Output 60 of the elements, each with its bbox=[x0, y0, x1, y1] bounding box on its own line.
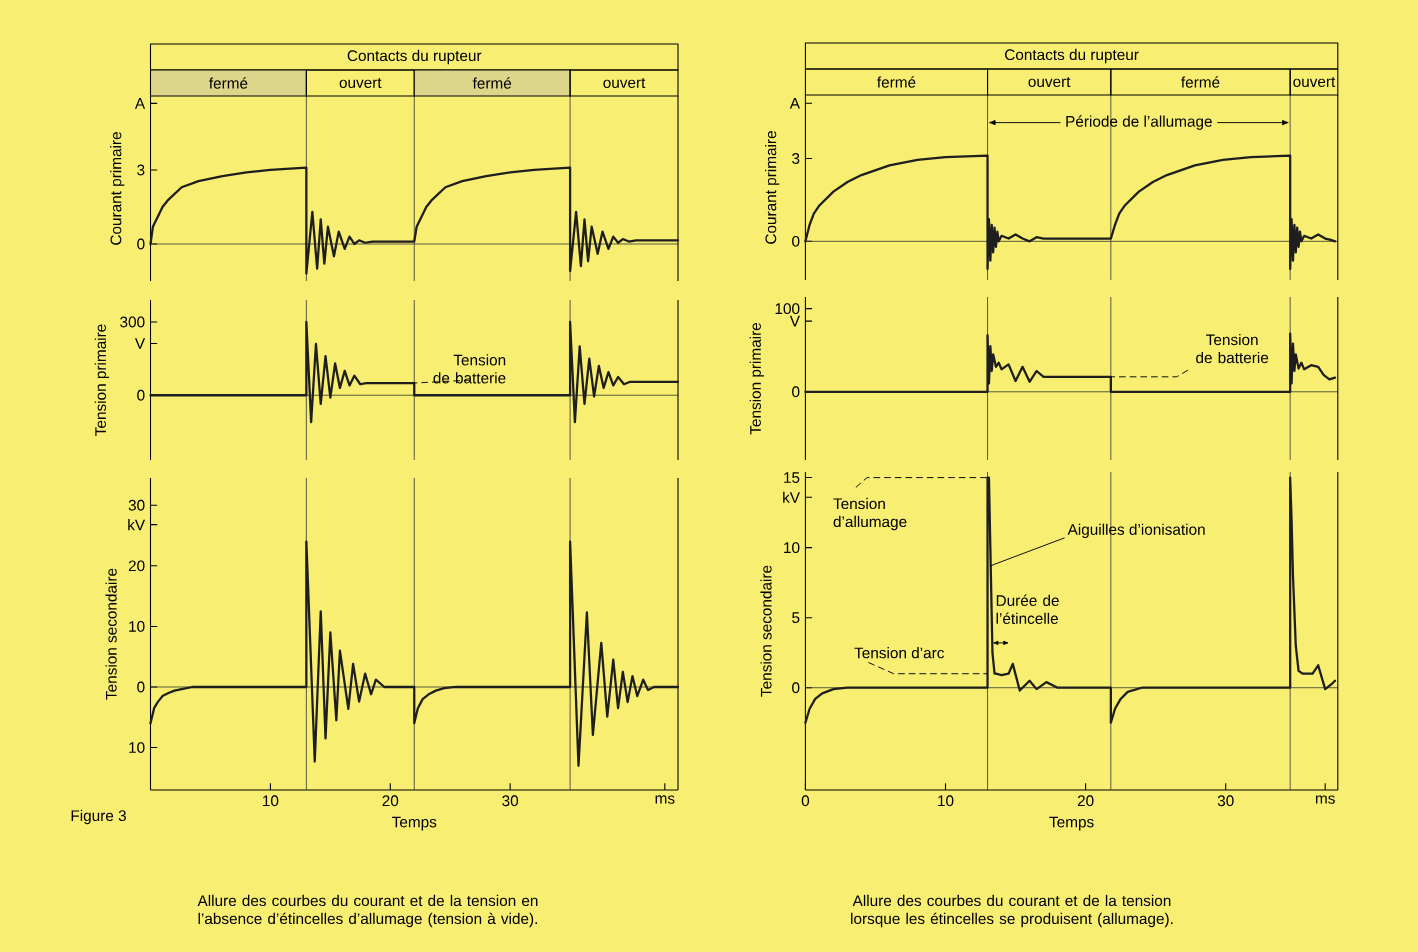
y-tick-label: 10 bbox=[784, 542, 800, 554]
annotation: Tension d’allumage bbox=[833, 497, 907, 531]
text: Allure des courbes du courant et de la tension lorsque les étincelles se produisent (allumage). bbox=[851, 894, 1173, 928]
text: ouvert bbox=[339, 77, 382, 89]
y-tick-label: 10 bbox=[129, 742, 145, 753]
x-tick-label: 30 bbox=[502, 795, 519, 807]
text: fermé bbox=[472, 77, 512, 89]
annotation: Aiguilles d’ionisation bbox=[1067, 523, 1205, 538]
text: fermé bbox=[1181, 76, 1220, 88]
text: Allure des courbes du courant et de la tension en l’absence d’étincelles d’allumage (tension à vide). bbox=[197, 894, 538, 928]
text: ouvert bbox=[1293, 76, 1336, 88]
text: fermé bbox=[877, 76, 916, 88]
y-tick-label: 20 bbox=[128, 560, 145, 572]
x-tick-label: 20 bbox=[1077, 795, 1094, 807]
x-axis-title: Temps bbox=[1049, 816, 1094, 831]
y-tick-label: V bbox=[134, 338, 146, 349]
y-tick-label: 100 bbox=[775, 303, 800, 315]
y-tick-label: A bbox=[134, 98, 146, 109]
y-tick-label: 0 bbox=[137, 681, 145, 693]
y-axis-title: Tension secondaire bbox=[760, 565, 772, 697]
x-tick-label: 0 bbox=[801, 795, 810, 807]
y-axis-title: Courant primaire bbox=[110, 132, 125, 245]
chart-title: Contacts du rupteur bbox=[347, 49, 482, 65]
x-tick-label: ms bbox=[1316, 795, 1335, 804]
annotation: Durée de l’étincelle bbox=[996, 594, 1059, 624]
annotation: Tension d’arc bbox=[854, 647, 945, 659]
y-tick-label: 3 bbox=[792, 153, 800, 164]
x-axis-title: Temps bbox=[392, 816, 437, 831]
y-axis-title: Courant primaire bbox=[765, 131, 780, 244]
y-axis-title: Tension primaire bbox=[94, 324, 110, 436]
y-tick-label: 5 bbox=[792, 612, 800, 624]
y-tick-label: kV bbox=[783, 491, 800, 503]
text: ouvert bbox=[1028, 76, 1071, 88]
y-tick-label: 15 bbox=[784, 472, 800, 483]
y-tick-label: 0 bbox=[137, 389, 145, 401]
annotation: Tension de batterie bbox=[433, 354, 506, 384]
caption: Figure 3 bbox=[71, 809, 126, 825]
text: fermé bbox=[209, 77, 248, 89]
y-tick-label: 30 bbox=[128, 499, 145, 511]
y-tick-label: 0 bbox=[137, 238, 145, 250]
annotation: Période de l’allumage bbox=[1066, 115, 1212, 130]
x-tick-label: 10 bbox=[263, 795, 279, 807]
chart-title: Contacts du rupteur bbox=[1005, 48, 1139, 64]
y-tick-label: 0 bbox=[792, 682, 800, 694]
x-tick-label: 30 bbox=[1217, 795, 1234, 807]
y-tick-label: 300 bbox=[120, 316, 145, 328]
text: ouvert bbox=[603, 77, 646, 89]
y-axis-title: Tension secondaire bbox=[105, 568, 117, 700]
x-tick-label: 20 bbox=[382, 795, 399, 807]
x-tick-label: ms bbox=[655, 795, 675, 804]
y-tick-label: 3 bbox=[137, 164, 145, 176]
annotation: Tension de batterie bbox=[1196, 333, 1269, 364]
y-tick-label: 10 bbox=[129, 620, 145, 632]
y-tick-label: V bbox=[789, 315, 800, 327]
y-tick-label: A bbox=[789, 98, 800, 109]
y-tick-label: 0 bbox=[792, 235, 800, 247]
x-tick-label: 10 bbox=[938, 795, 954, 807]
y-tick-label: 0 bbox=[792, 386, 800, 398]
y-axis-title: Tension primaire bbox=[749, 322, 764, 435]
y-tick-label: kV bbox=[128, 519, 146, 531]
